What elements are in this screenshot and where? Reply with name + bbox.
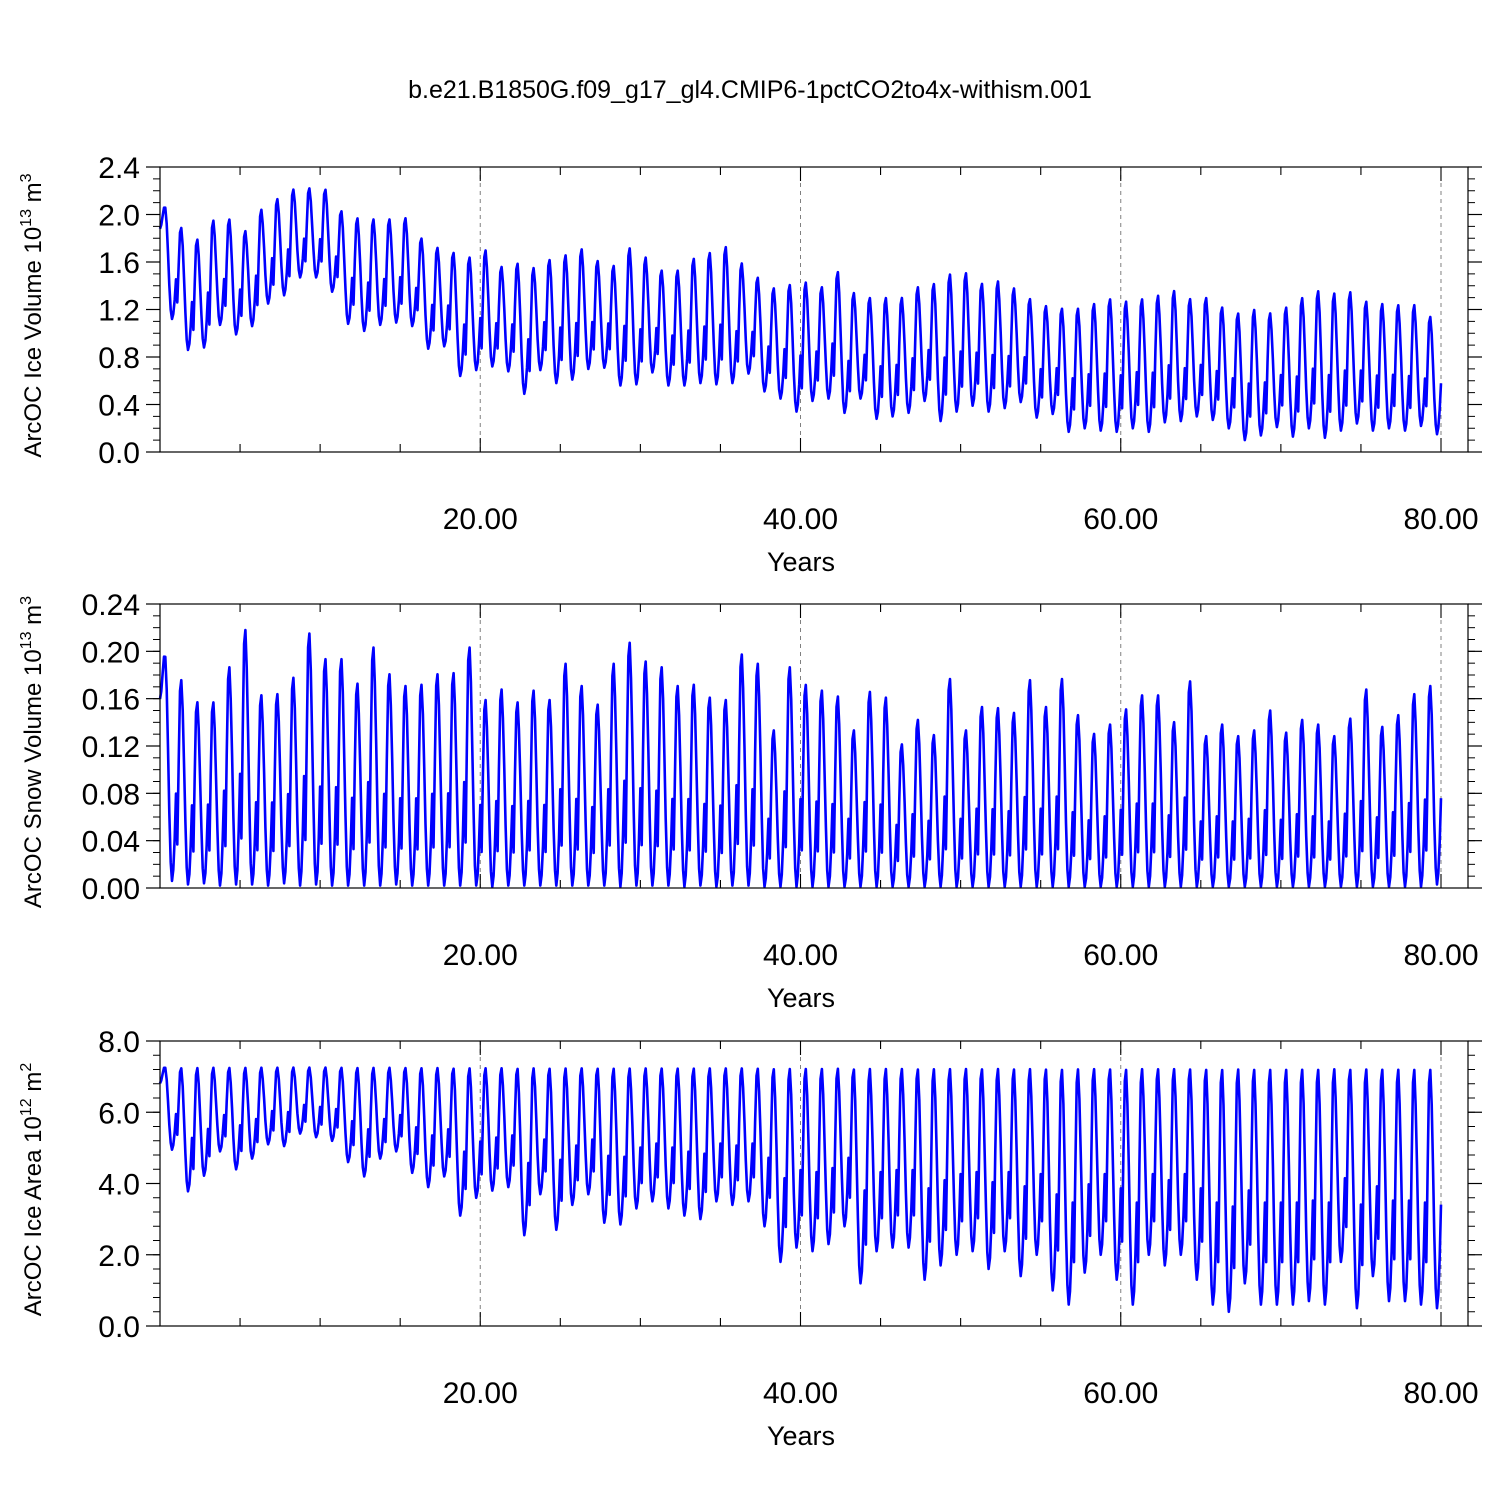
y-tick-label: 1.6 — [98, 247, 140, 280]
x-tick-label: 80.00 — [1403, 939, 1478, 972]
panels: 0.0 0.4 0.8 1.2 1.6 2.0 2.4 20.00 40.00 60.00 80.0… — [18, 152, 1482, 1451]
y-tick-label: 8.0 — [98, 1026, 140, 1059]
y-axis-label: ArcOC Snow Volume 1013 m3 — [18, 596, 47, 908]
y-tick-label: 0.0 — [98, 1311, 140, 1344]
x-tick-label: 40.00 — [763, 1377, 838, 1410]
data-series-line — [158, 628, 1443, 889]
panel-2: 0.00 0.04 0.08 0.12 0.16 0.20 0.24 20.00 40.00 60… — [18, 589, 1482, 1013]
chart-title: b.e21.B1850G.f09_g17_gl4.CMIP6-1pctCO2to… — [408, 76, 1092, 104]
x-tick-label: 40.00 — [763, 939, 838, 972]
y-tick-label: 0.4 — [98, 390, 140, 423]
x-tick-label: 80.00 — [1403, 503, 1478, 536]
y-tick-label: 0.24 — [82, 589, 140, 622]
x-tick-label: 80.00 — [1403, 1377, 1478, 1410]
data-series-line — [158, 187, 1443, 442]
panel-3: 0.0 2.0 4.0 6.0 8.0 20.00 40.00 60.00 80.00 Years… — [18, 1026, 1482, 1451]
data-series-line — [158, 1066, 1443, 1314]
y-tick-label: 2.0 — [98, 200, 140, 233]
x-tick-label: 60.00 — [1083, 503, 1158, 536]
y-tick-label: 0.00 — [82, 873, 140, 906]
plot-frame — [159, 166, 1469, 453]
x-tick-label: 60.00 — [1083, 939, 1158, 972]
y-tick-label: 0.8 — [98, 342, 140, 375]
y-tick-label: 4.0 — [98, 1169, 140, 1202]
panel-1: 0.0 0.4 0.8 1.2 1.6 2.0 2.4 20.00 40.00 60.00 80.0… — [18, 152, 1482, 577]
x-tick-label: 20.00 — [443, 503, 518, 536]
y-tick-label: 2.4 — [98, 152, 140, 185]
x-axis-label: Years — [767, 983, 835, 1013]
y-tick-label: 0.20 — [82, 636, 140, 669]
y-tick-label: 1.2 — [98, 295, 140, 328]
x-tick-label: 60.00 — [1083, 1377, 1158, 1410]
x-tick-label: 20.00 — [443, 1377, 518, 1410]
y-tick-label: 0.08 — [82, 778, 140, 811]
x-tick-label: 20.00 — [443, 939, 518, 972]
y-tick-label: 0.04 — [82, 826, 140, 859]
y-axis-label: ArcOC Ice Volume 1013 m3 — [18, 173, 47, 457]
x-tick-label: 40.00 — [763, 503, 838, 536]
x-axis-label: Years — [767, 1421, 835, 1451]
x-axis-label: Years — [767, 547, 835, 577]
y-tick-label: 6.0 — [98, 1097, 140, 1130]
y-tick-label: 0.16 — [82, 684, 140, 717]
y-tick-label: 2.0 — [98, 1240, 140, 1273]
y-axis-label: ArcOC Ice Area 1012 m2 — [18, 1063, 47, 1317]
y-tick-label: 0.0 — [98, 437, 140, 470]
y-tick-label: 0.12 — [82, 731, 140, 764]
